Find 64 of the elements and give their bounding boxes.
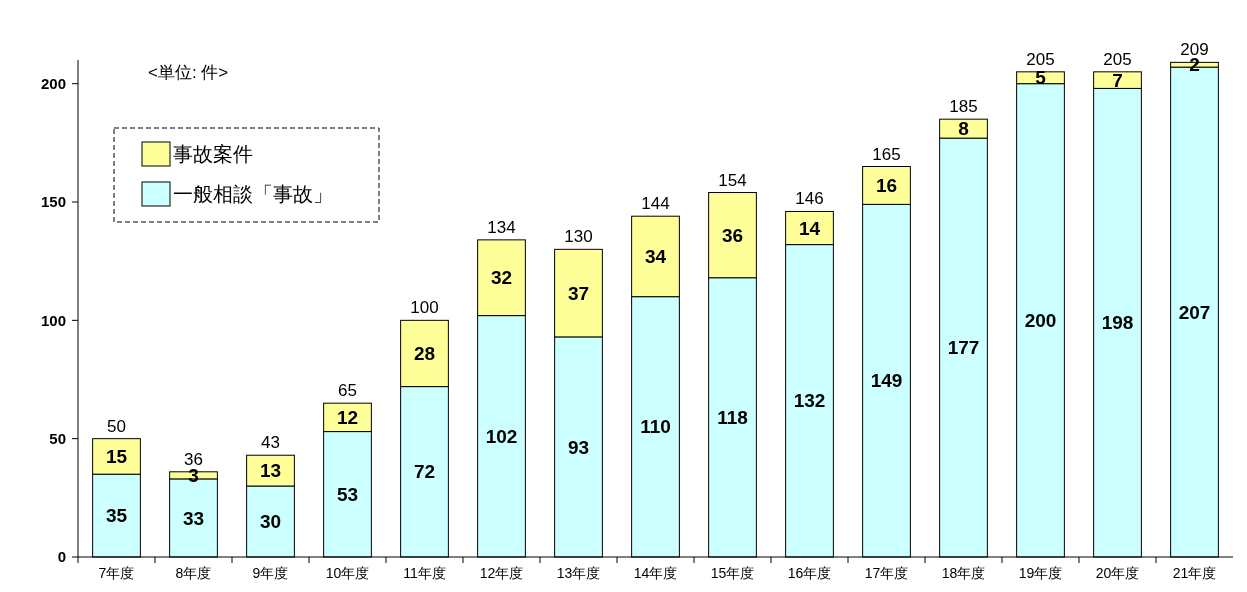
x-tick-label: 8年度: [175, 565, 212, 581]
data-label: 207: [1178, 301, 1211, 323]
data-label: 93: [567, 436, 590, 458]
y-tick-label: 0: [57, 548, 66, 566]
total-label: 154: [718, 170, 747, 190]
x-tick-label: 11年度: [403, 565, 446, 581]
data-label: 16: [875, 175, 898, 197]
data-label: 110: [640, 416, 671, 438]
data-label: 35: [105, 505, 128, 527]
data-label: 149: [870, 370, 903, 392]
y-tick-label: 150: [40, 193, 66, 211]
x-tick-label: 18年度: [941, 565, 986, 581]
legend-label: 一般相談「事故」: [173, 183, 333, 205]
data-label: 102: [485, 425, 518, 447]
x-tick-label: 19年度: [1018, 565, 1063, 581]
data-label: 30: [259, 511, 282, 533]
x-tick-label: 20年度: [1095, 565, 1140, 581]
x-tick-label: 10年度: [325, 565, 370, 581]
total-label: 144: [641, 194, 670, 214]
data-label: 7: [1112, 69, 1123, 91]
data-label: 28: [413, 343, 436, 365]
legend-label: 事故案件: [173, 143, 253, 165]
y-tick-label: 200: [40, 74, 66, 92]
x-tick-label: 13年度: [556, 565, 601, 581]
data-label: 53: [336, 483, 359, 505]
x-tick-label: 7年度: [98, 565, 135, 581]
data-label: 8: [958, 118, 969, 140]
x-tick-label: 14年度: [633, 565, 678, 581]
data-label: 32: [490, 267, 513, 289]
x-tick-label: 9年度: [252, 565, 289, 581]
total-label: 185: [949, 97, 978, 117]
total-label: 36: [184, 449, 203, 469]
data-label: 177: [947, 337, 980, 359]
total-label: 43: [261, 433, 280, 453]
data-label: 118: [717, 407, 748, 429]
x-tick-label: 16年度: [787, 565, 832, 581]
data-label: 132: [793, 390, 826, 412]
data-label: 14: [798, 217, 821, 239]
data-label: 12: [336, 407, 359, 429]
total-label: 100: [410, 298, 439, 318]
y-tick-label: 50: [49, 429, 66, 447]
data-label: 36: [721, 224, 744, 246]
total-label: 65: [338, 381, 357, 401]
total-label: 134: [487, 217, 516, 237]
data-label: 34: [644, 246, 667, 268]
data-label: 200: [1024, 309, 1057, 331]
annotation: <単位: 件>: [148, 63, 229, 82]
data-label: 33: [182, 507, 205, 529]
data-label: 37: [567, 282, 590, 304]
total-label: 205: [1026, 49, 1055, 69]
x-tick-label: 12年度: [479, 565, 524, 581]
x-tick-label: 21年度: [1172, 565, 1217, 581]
data-label: 72: [413, 461, 436, 483]
x-tick-label: 17年度: [864, 565, 909, 581]
x-tick-label: 15年度: [710, 565, 755, 581]
data-label: 13: [259, 460, 282, 482]
data-label: 15: [105, 446, 128, 468]
total-label: 146: [795, 189, 824, 209]
total-label: 50: [107, 416, 126, 436]
total-label: 205: [1103, 49, 1132, 69]
y-tick-label: 100: [40, 311, 66, 329]
total-label: 165: [872, 144, 901, 164]
total-label: 130: [564, 227, 593, 247]
data-label: 198: [1101, 312, 1134, 334]
